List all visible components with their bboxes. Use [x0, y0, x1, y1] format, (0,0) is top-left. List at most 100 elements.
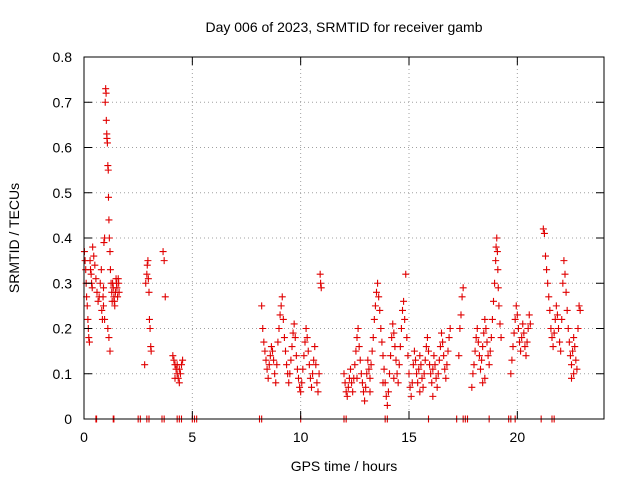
data-point	[520, 329, 528, 337]
data-point	[169, 352, 177, 360]
data-point	[316, 270, 324, 278]
data-point	[416, 352, 424, 360]
data-point	[366, 374, 374, 382]
data-point	[413, 370, 421, 378]
data-point	[439, 338, 447, 346]
data-point	[572, 356, 580, 364]
data-point	[354, 325, 362, 332]
data-point	[570, 334, 578, 342]
data-point	[161, 293, 169, 301]
data-point	[341, 379, 349, 387]
data-point	[478, 356, 486, 364]
data-point	[89, 243, 97, 251]
data-point	[399, 306, 406, 314]
data-point	[364, 356, 372, 364]
data-point	[301, 338, 309, 346]
data-point	[263, 365, 271, 373]
data-point	[440, 352, 448, 360]
data-point	[497, 334, 505, 342]
data-point	[100, 302, 107, 310]
data-point	[394, 379, 402, 387]
data-point	[106, 347, 114, 355]
data-point	[471, 347, 479, 355]
data-point	[104, 193, 112, 201]
data-point	[429, 365, 437, 373]
data-point	[418, 374, 426, 382]
data-point	[83, 302, 91, 310]
data-point	[297, 388, 305, 396]
data-point	[283, 361, 291, 369]
data-point	[493, 234, 501, 242]
data-point	[482, 325, 490, 332]
data-point	[406, 383, 414, 391]
data-point	[261, 347, 269, 355]
data-point	[369, 334, 377, 342]
data-point	[87, 266, 94, 274]
data-point	[111, 302, 119, 310]
data-point	[444, 347, 452, 355]
data-point	[386, 370, 393, 378]
data-point	[428, 379, 436, 387]
data-point	[173, 361, 181, 369]
data-point	[472, 334, 480, 342]
data-point	[414, 379, 422, 387]
data-point	[405, 370, 413, 378]
data-point	[441, 365, 449, 373]
data-point	[382, 392, 390, 400]
data-point	[377, 325, 385, 332]
data-point	[97, 266, 105, 274]
data-point	[519, 320, 527, 328]
data-point	[389, 320, 397, 328]
data-point	[568, 361, 575, 369]
x-tick-label: 0	[80, 429, 88, 445]
data-point	[289, 329, 297, 337]
data-point	[483, 338, 491, 346]
data-point	[100, 239, 108, 247]
data-point	[302, 325, 310, 332]
data-point	[352, 347, 360, 355]
data-point	[512, 302, 520, 310]
data-point	[349, 388, 357, 396]
data-point	[521, 343, 529, 351]
data-point	[550, 329, 558, 337]
data-point	[267, 343, 275, 351]
data-point	[356, 356, 364, 364]
data-point	[363, 370, 371, 378]
x-tick-label: 20	[510, 429, 526, 445]
data-point	[443, 361, 451, 369]
data-point	[365, 365, 373, 373]
y-tick-label: 0.8	[53, 49, 73, 65]
data-point	[260, 338, 268, 346]
data-point	[390, 329, 398, 337]
data-point	[387, 352, 395, 360]
data-point	[547, 325, 555, 332]
data-point	[142, 279, 150, 287]
data-point	[393, 370, 401, 378]
data-point	[455, 352, 463, 360]
data-point	[425, 347, 432, 355]
data-point	[435, 356, 443, 364]
data-point	[459, 284, 467, 292]
data-point	[92, 275, 100, 283]
data-point	[370, 315, 378, 323]
data-point	[488, 315, 496, 323]
data-point	[296, 383, 304, 391]
data-point	[147, 347, 155, 355]
data-point	[360, 388, 367, 396]
data-point	[565, 338, 573, 346]
data-point	[558, 315, 566, 323]
data-point	[562, 288, 570, 296]
data-point	[340, 370, 348, 378]
data-point	[286, 370, 294, 378]
data-point	[479, 379, 487, 387]
data-point	[566, 352, 574, 360]
data-point	[93, 288, 101, 296]
data-point	[146, 325, 154, 332]
y-tick-label: 0.6	[53, 140, 73, 156]
data-point	[85, 338, 93, 346]
data-point	[115, 288, 123, 296]
data-point	[288, 343, 296, 351]
data-point	[379, 379, 387, 387]
data-point	[457, 311, 465, 319]
